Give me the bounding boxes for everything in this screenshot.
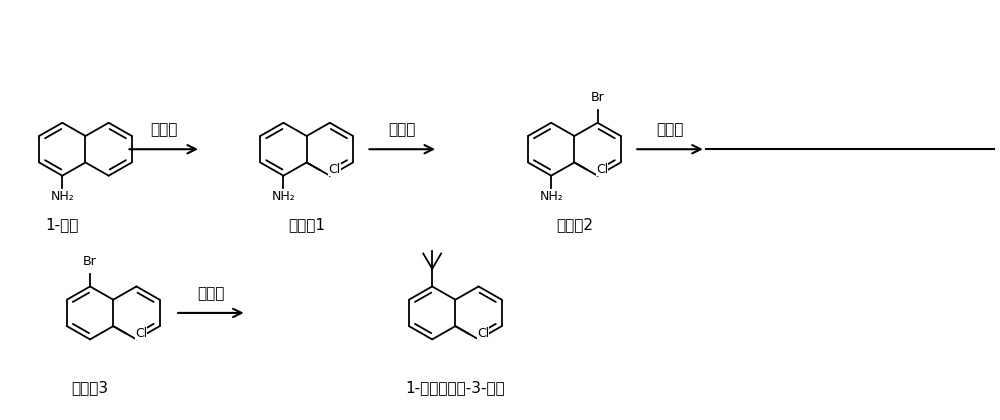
Text: Br: Br (591, 91, 604, 104)
Text: 步骤二: 步骤二 (389, 123, 416, 137)
Text: Cl: Cl (328, 163, 341, 176)
Text: NH₂: NH₂ (539, 190, 563, 203)
Text: 步骤一: 步骤一 (150, 123, 177, 137)
Text: 步骤三: 步骤三 (656, 123, 684, 137)
Text: 中间体3: 中间体3 (71, 381, 109, 396)
Text: 中间体1: 中间体1 (288, 217, 325, 232)
Text: Br: Br (83, 255, 97, 268)
Text: 1-（叔丁基）-3-氯萸: 1-（叔丁基）-3-氯萸 (406, 381, 505, 396)
Text: 步骤四: 步骤四 (197, 286, 225, 301)
Text: NH₂: NH₂ (50, 190, 74, 203)
Text: Cl: Cl (596, 163, 608, 176)
Text: Cl: Cl (477, 327, 489, 340)
Text: NH₂: NH₂ (272, 190, 295, 203)
Text: 中间体2: 中间体2 (556, 217, 593, 232)
Text: 1-萸胺: 1-萸胺 (46, 217, 79, 232)
Text: Cl: Cl (135, 327, 147, 340)
